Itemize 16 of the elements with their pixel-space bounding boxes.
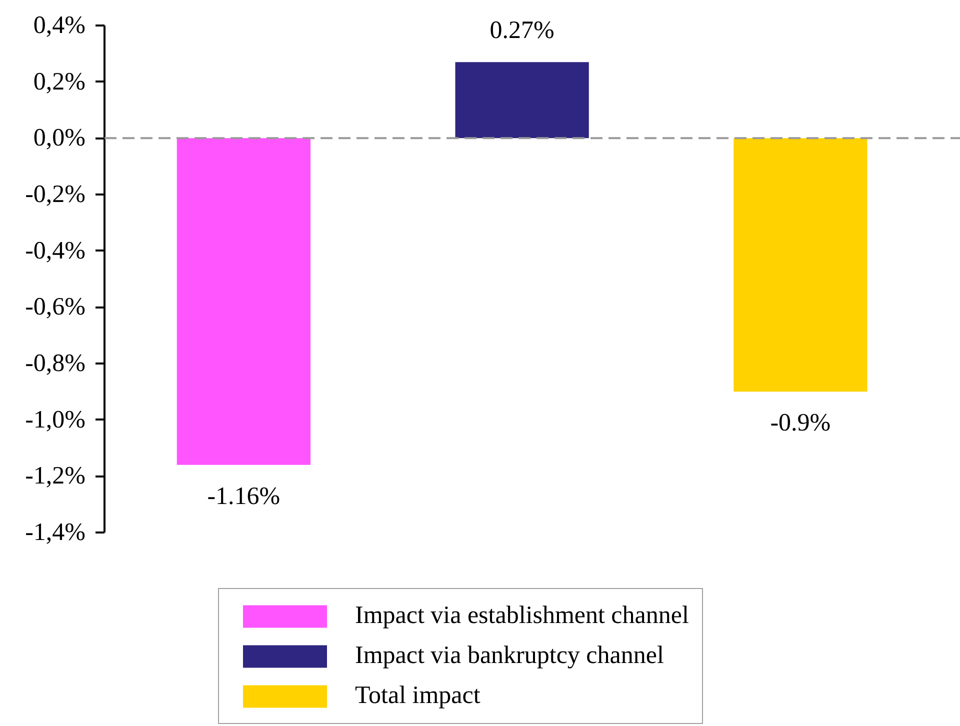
y-tick-label: -0,4% [25,237,86,264]
data-label: -1.16% [207,482,280,510]
data-label: 0.27% [490,17,554,44]
y-tick-label: -0,6% [25,294,86,321]
y-tick-label: -1,4% [25,519,86,546]
y-tick-label: 0,4% [33,12,86,39]
legend-label: Total impact [355,682,480,710]
y-tick-label: -1,2% [25,462,86,490]
y-tick-label: 0,2% [33,68,86,96]
y-tick-label: -0,8% [25,350,86,377]
data-label: -0.9% [770,410,831,437]
legend-label: Impact via establishment channel [355,602,689,630]
y-tick-label: 0,0% [33,124,86,152]
y-tick-label: -1,0% [25,406,86,434]
legend-label: Impact via bankruptcy channel [355,642,664,670]
y-tick-label: -0,2% [25,181,86,208]
